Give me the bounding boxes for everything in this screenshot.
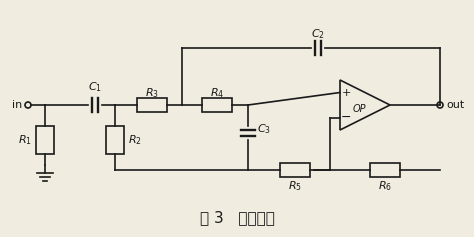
Text: $C_1$: $C_1$	[88, 80, 102, 94]
Text: $R_2$: $R_2$	[128, 133, 142, 147]
Text: $R_5$: $R_5$	[288, 179, 302, 193]
Text: +: +	[341, 87, 351, 97]
Bar	[370, 163, 400, 177]
Bar	[202, 98, 232, 112]
Bar	[106, 126, 124, 154]
Text: −: −	[341, 111, 351, 124]
Text: $C_2$: $C_2$	[311, 27, 325, 41]
Bar	[36, 126, 54, 154]
Bar	[280, 163, 310, 177]
Text: 图 3   滤波电路: 图 3 滤波电路	[200, 210, 274, 225]
Text: in: in	[12, 100, 22, 110]
Text: OP: OP	[352, 104, 366, 114]
Text: $R_4$: $R_4$	[210, 86, 224, 100]
Text: $R_1$: $R_1$	[18, 133, 32, 147]
Text: $R_6$: $R_6$	[378, 179, 392, 193]
Text: $R_3$: $R_3$	[145, 86, 159, 100]
Text: out: out	[446, 100, 464, 110]
Text: $C_3$: $C_3$	[257, 122, 271, 136]
Bar	[137, 98, 167, 112]
